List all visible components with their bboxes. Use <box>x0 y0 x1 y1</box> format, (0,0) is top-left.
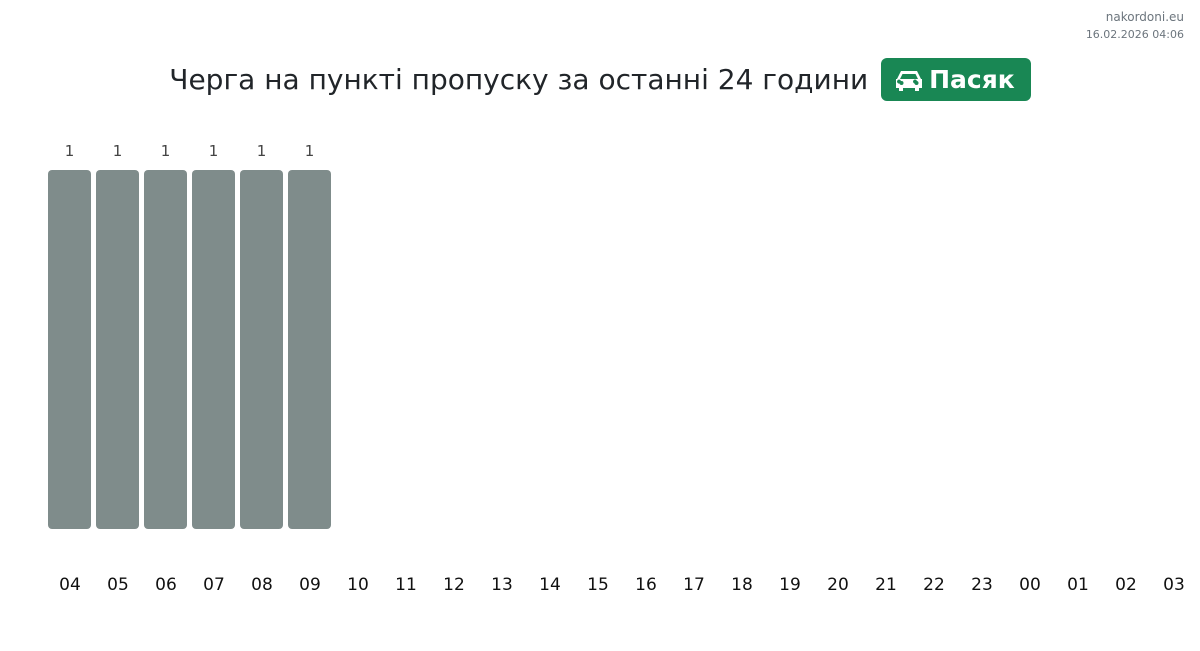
bar-value-label: 1 <box>209 142 219 160</box>
bar-value-label: 1 <box>113 142 123 160</box>
x-tick-label: 16 <box>635 575 657 595</box>
bar-value-label: 1 <box>257 142 267 160</box>
x-tick-label: 14 <box>539 575 561 595</box>
bar <box>96 170 139 529</box>
x-tick-label: 23 <box>971 575 993 595</box>
x-tick-label: 21 <box>875 575 897 595</box>
bar-value-label: 1 <box>161 142 171 160</box>
x-tick-label: 00 <box>1019 575 1041 595</box>
checkpoint-name: Пасяк <box>929 64 1015 94</box>
x-tick-label: 15 <box>587 575 609 595</box>
bar <box>192 170 235 529</box>
x-tick-label: 10 <box>347 575 369 595</box>
bar <box>144 170 187 529</box>
x-tick-label: 07 <box>203 575 225 595</box>
x-tick-label: 22 <box>923 575 945 595</box>
x-tick-label: 05 <box>107 575 129 595</box>
x-tick-label: 03 <box>1163 575 1185 595</box>
timestamp: 16.02.2026 04:06 <box>1085 28 1184 41</box>
bar <box>288 170 331 529</box>
car-icon <box>896 70 923 91</box>
x-tick-label: 09 <box>299 575 321 595</box>
bar <box>48 170 91 529</box>
page-title: Черга на пункті пропуску за останні 24 г… <box>0 58 1200 102</box>
x-tick-label: 01 <box>1067 575 1089 595</box>
x-tick-label: 19 <box>779 575 801 595</box>
x-tick-label: 17 <box>683 575 705 595</box>
x-tick-label: 08 <box>251 575 273 595</box>
brand-info: nakordoni.eu 16.02.2026 04:06 <box>1086 9 1184 43</box>
title-text: Черга на пункті пропуску за останні 24 г… <box>169 63 869 96</box>
x-tick-label: 18 <box>731 575 753 595</box>
x-tick-label: 20 <box>827 575 849 595</box>
x-tick-label: 02 <box>1115 575 1137 595</box>
x-tick-label: 13 <box>491 575 513 595</box>
x-tick-label: 11 <box>395 575 417 595</box>
bar-value-label: 1 <box>305 142 315 160</box>
bar-value-label: 1 <box>65 142 75 160</box>
x-tick-label: 12 <box>443 575 465 595</box>
bar <box>240 170 283 529</box>
checkpoint-badge: Пасяк <box>881 58 1031 101</box>
x-tick-label: 06 <box>155 575 177 595</box>
site-name: nakordoni.eu <box>1105 10 1184 24</box>
x-tick-label: 04 <box>59 575 81 595</box>
